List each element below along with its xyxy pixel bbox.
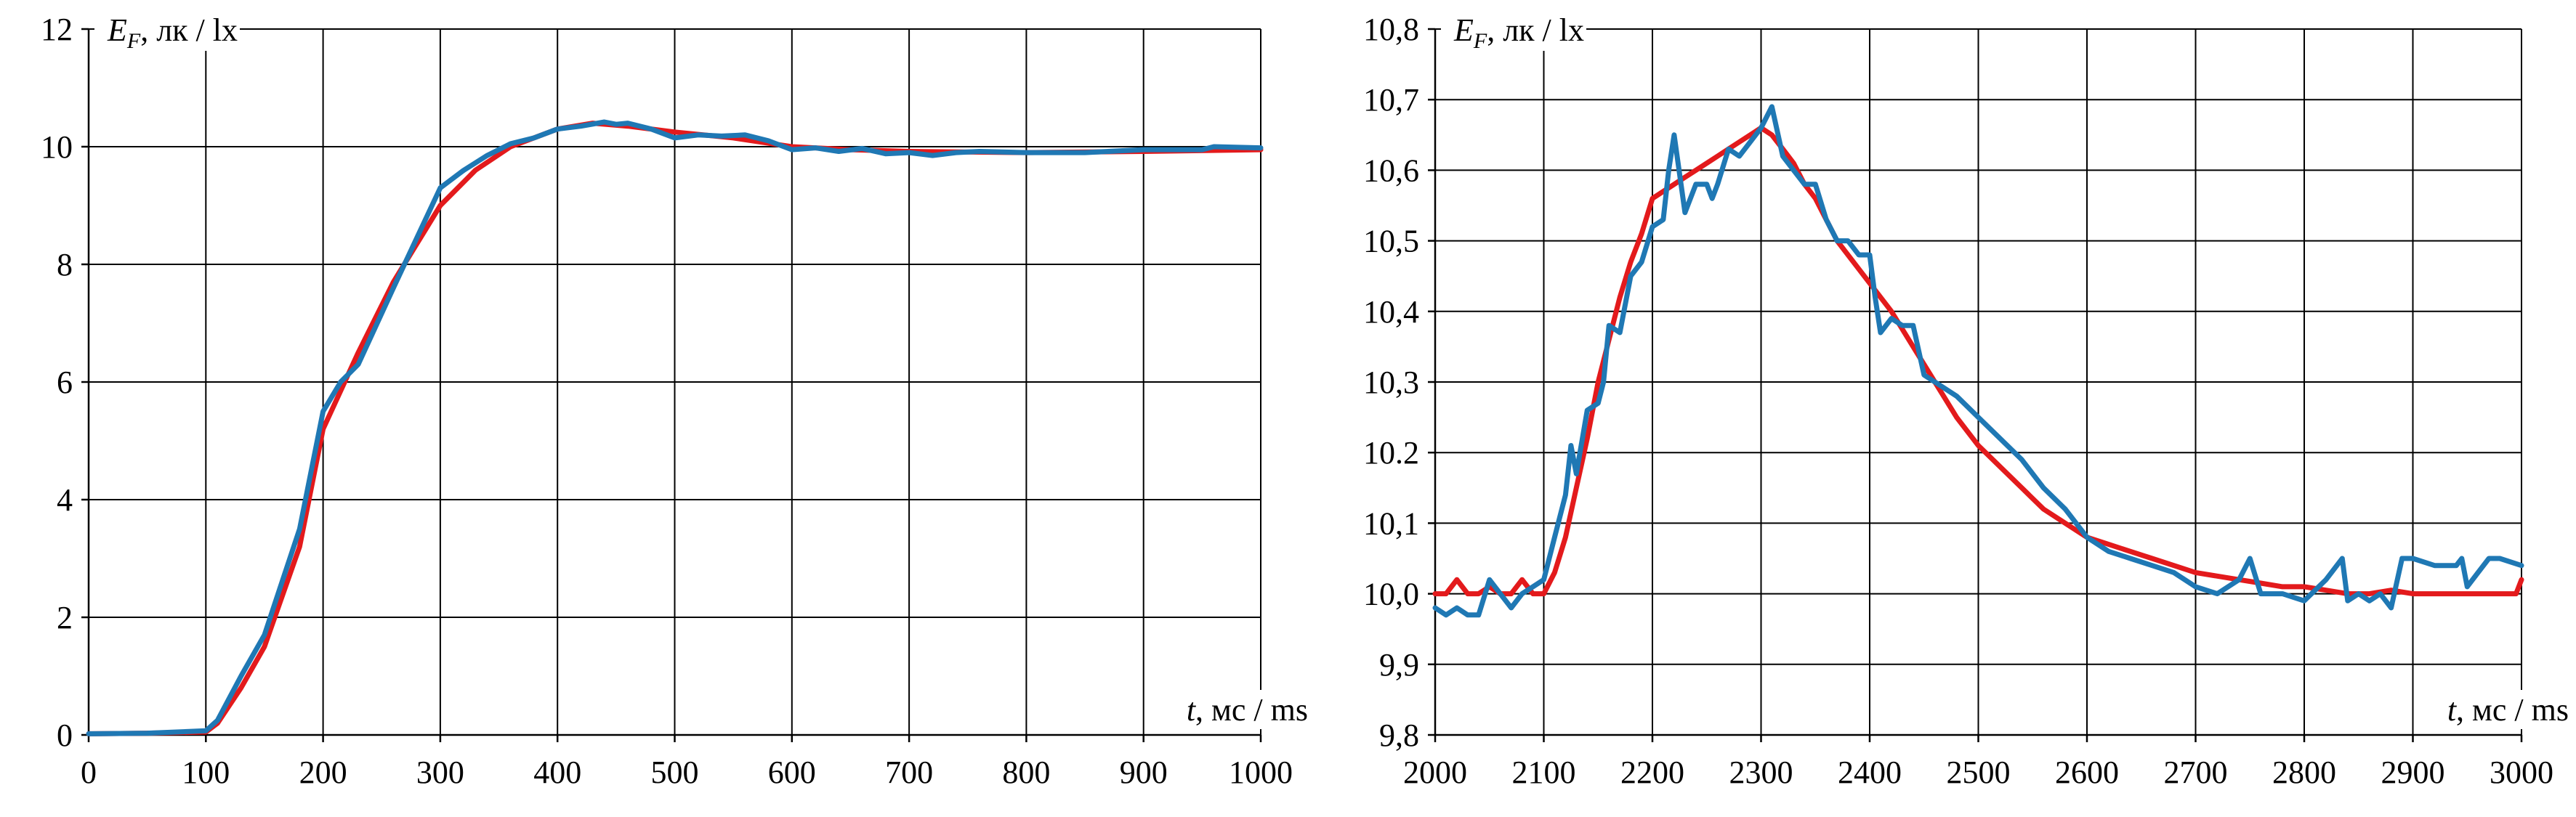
right-y-tick-label: 10,0	[1363, 577, 1419, 612]
left-ylabel-background	[94, 9, 241, 51]
right-xlabel-background	[2441, 690, 2575, 729]
left-x-tick-label: 400	[533, 755, 581, 790]
left-series-blue-line	[86, 119, 1264, 736]
right-x-tick-label: 2000	[1403, 755, 1467, 790]
left-y-tick-label: 0	[57, 718, 73, 753]
right-y-tick-label: 9,8	[1379, 718, 1419, 753]
left-y-tick-label: 8	[57, 247, 73, 283]
left-x-tick-label: 300	[416, 755, 464, 790]
right-y-axis-title: EF, лк / lx	[1453, 12, 1584, 53]
left-x-tick-label: 500	[651, 755, 699, 790]
right-ylabel-background	[1441, 9, 1587, 51]
right-y-tick-label: 10.2	[1363, 435, 1419, 471]
left-y-tick-label: 12	[41, 12, 73, 47]
left-y-tick-label: 6	[57, 365, 73, 400]
left-y-tick-label: 4	[57, 482, 73, 518]
right-y-tick-label: 10,5	[1363, 224, 1419, 259]
right-x-tick-label: 3000	[2490, 755, 2553, 790]
left-x-axis-title: t, мс / ms	[1187, 692, 1308, 728]
right-x-axis-title: t, мс / ms	[2447, 692, 2569, 728]
right-x-tick-label: 2200	[1620, 755, 1684, 790]
left-y-tick-label: 10	[41, 129, 73, 165]
left-x-tick-label: 200	[299, 755, 347, 790]
right-x-tick-label: 2700	[2164, 755, 2228, 790]
left-x-tick-label: 800	[1002, 755, 1050, 790]
left-x-tick-label: 900	[1120, 755, 1168, 790]
right-y-tick-label: 9,9	[1379, 647, 1419, 683]
right-y-tick-label: 10,3	[1363, 365, 1419, 400]
left-x-tick-label: 100	[182, 755, 230, 790]
right-x-tick-label: 2100	[1512, 755, 1576, 790]
left-y-axis-title: EF, лк / lx	[107, 12, 238, 53]
right-x-tick-label: 2300	[1729, 755, 1793, 790]
right-series-blue-line	[1432, 104, 2524, 618]
right-x-tick-label: 2500	[1947, 755, 2011, 790]
left-x-tick-label: 1000	[1229, 755, 1293, 790]
right-x-tick-label: 2900	[2381, 755, 2445, 790]
left-y-tick-label: 2	[57, 600, 73, 635]
left-x-tick-label: 0	[81, 755, 97, 790]
chart-right: 2000 2100 2200 2300 2400 2500 2600 2700 2800 2900…	[1363, 9, 2575, 790]
right-x-tick-label: 2600	[2055, 755, 2119, 790]
left-x-tick-label: 700	[885, 755, 933, 790]
right-y-tick-label: 10,1	[1363, 505, 1419, 541]
right-x-tick-label: 2400	[1838, 755, 1902, 790]
right-y-tick-label: 10,8	[1363, 12, 1419, 47]
chart-left: 0 100 200 300 400 500 600 700 800 900 1000 0 2 4 6 8 10 1…	[41, 9, 1314, 790]
left-x-tick-label: 600	[768, 755, 816, 790]
right-y-tick-label: 10,4	[1363, 294, 1419, 330]
right-y-tick-label: 10,7	[1363, 82, 1419, 118]
right-x-tick-label: 2800	[2272, 755, 2336, 790]
left-xlabel-background	[1180, 690, 1314, 729]
right-y-tick-label: 10,6	[1363, 153, 1419, 188]
